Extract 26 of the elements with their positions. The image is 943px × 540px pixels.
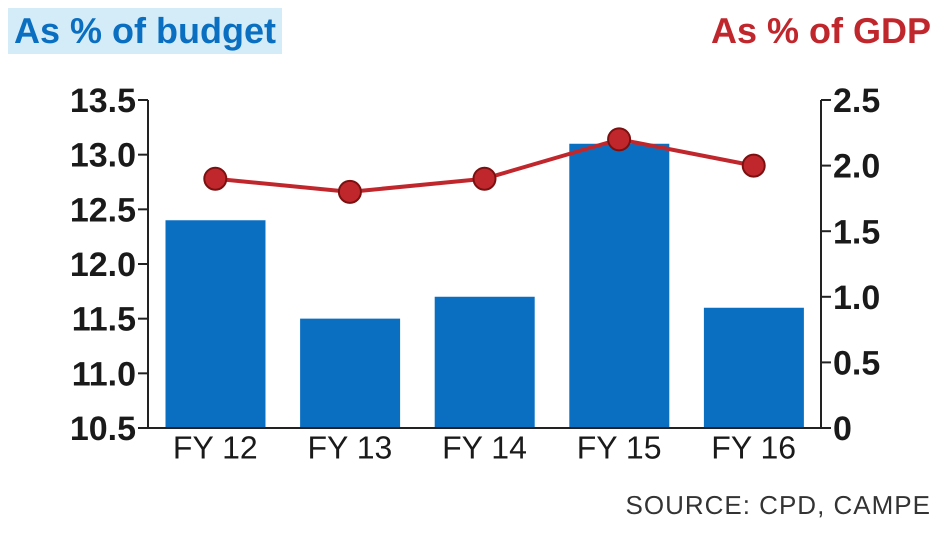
x-tick-label: FY 14 — [442, 430, 527, 466]
y2-axis-title: As % of GDP — [710, 9, 932, 53]
x-tick-label: FY 15 — [576, 430, 662, 466]
point — [338, 180, 362, 204]
y-tick-label: 10.5 — [70, 410, 136, 448]
source-note: SOURCE: CPD, CAMPE — [626, 490, 931, 521]
y-tick-label: 11.5 — [72, 300, 136, 339]
y-tick-label: 13.5 — [70, 82, 136, 120]
y-tick-label: 11.0 — [72, 355, 136, 394]
y-axis-title: As % of budget — [8, 8, 282, 54]
y2-tick-label: 2.0 — [833, 148, 880, 186]
point — [607, 127, 632, 152]
y-tick-label: 13.0 — [70, 136, 136, 175]
y-tick-label: 12.0 — [70, 246, 136, 284]
y2-tick-label: 1.5 — [833, 213, 880, 252]
x-tick-label: FY 16 — [711, 430, 796, 466]
y2-tick-label: 1.0 — [833, 278, 880, 317]
y-tick-label: 12.5 — [70, 191, 136, 230]
x-tick-label: FY 13 — [308, 430, 392, 466]
x-tick-label: FY 12 — [172, 430, 258, 466]
point — [203, 166, 228, 191]
point — [742, 154, 766, 178]
y2-tick-label: 2.5 — [833, 82, 880, 120]
y2-tick-label: 0 — [833, 410, 852, 448]
point — [472, 166, 496, 191]
y2-tick-label: 0.5 — [833, 344, 880, 382]
